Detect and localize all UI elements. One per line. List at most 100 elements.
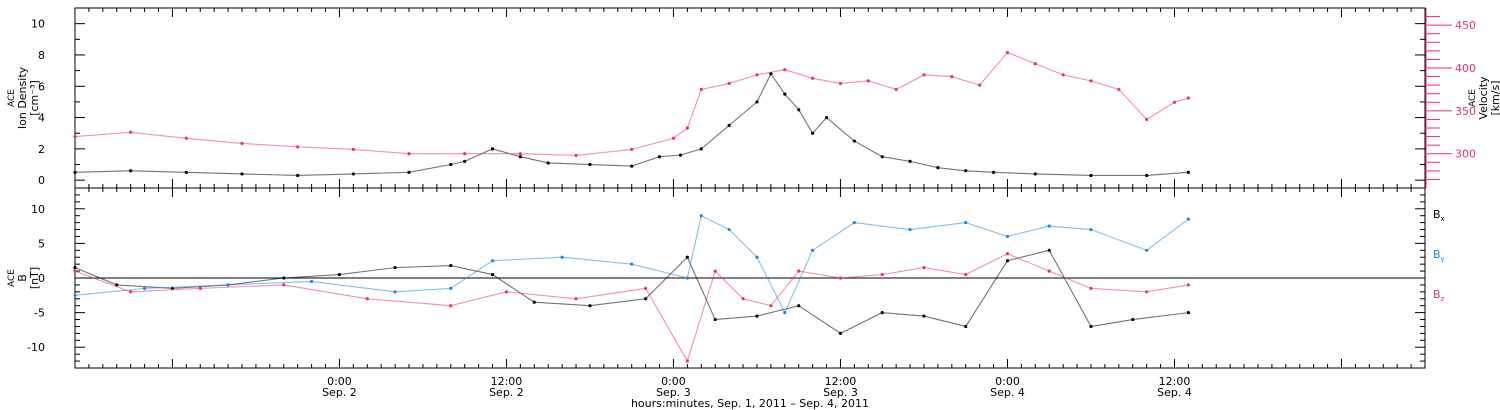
bx-point (282, 276, 286, 280)
by-point (1145, 248, 1149, 252)
chart-marks (73, 50, 1191, 363)
bx-point (1131, 317, 1135, 322)
density-point (1089, 173, 1093, 178)
y-tick-label-density: 8 (38, 49, 45, 62)
bz-point (1186, 283, 1191, 287)
bx-point (964, 324, 968, 329)
density-point (908, 159, 912, 163)
density-point (783, 92, 787, 96)
bx-point (644, 297, 648, 301)
density-axis-label-line: [cm⁻³] (28, 80, 41, 116)
density-point (991, 170, 996, 174)
by-point (393, 290, 397, 294)
by-point (309, 279, 314, 284)
legend-bz-main: B (1433, 288, 1441, 301)
bx-point (922, 314, 926, 318)
density-point (657, 155, 662, 159)
y-tick-label-bfield: 0 (38, 272, 45, 285)
velocity-point (184, 136, 188, 140)
density-point (449, 162, 453, 167)
bz-point (282, 283, 286, 287)
density-point (797, 108, 801, 112)
density-point (1145, 173, 1149, 178)
bz-point (1089, 286, 1093, 290)
bz-point (73, 269, 77, 273)
density-point (296, 173, 300, 178)
density-axis-label-line: Ion Density (16, 66, 29, 129)
x-tick-label-time: 0:00 (327, 375, 352, 388)
density-axis-label-line: ACE (7, 89, 17, 107)
density-point (699, 147, 703, 151)
density-trace (74, 72, 1189, 177)
legend-bx: Bx (1433, 208, 1445, 223)
axis-ticks (74, 7, 1452, 368)
velocity-point (463, 152, 467, 156)
velocity-point (1186, 96, 1191, 100)
velocity-point (630, 147, 634, 152)
density-point (880, 155, 884, 159)
by-point (449, 286, 453, 290)
bz-point (365, 297, 369, 301)
bx-point (838, 331, 843, 335)
x-tick-label-date: Sep. 3 (823, 386, 858, 399)
bx-point (797, 304, 801, 308)
x-tick-label-time: 0:00 (995, 375, 1020, 388)
velocity-trace (74, 51, 1189, 156)
density-point (678, 153, 683, 157)
axis-labels: hours:minutes, Sep. 1, 2011 – Sep. 4, 20… (7, 18, 1500, 410)
by-point (226, 283, 230, 287)
y-tick-label-bfield: 5 (38, 237, 45, 250)
by-point (1005, 234, 1010, 239)
bx-point (115, 283, 119, 287)
bz-point (449, 304, 453, 308)
velocity-axis-label-line: ACE (1468, 89, 1478, 107)
bx-point (1089, 324, 1093, 329)
density-point (755, 100, 759, 104)
density-point (1186, 170, 1191, 174)
legend-bz: Bz (1433, 288, 1445, 303)
bz-point (504, 290, 509, 294)
bx-point (337, 272, 342, 277)
bz-point (880, 272, 884, 277)
velocity-point (351, 147, 355, 152)
velocity-point (838, 81, 843, 86)
density-point (463, 159, 467, 163)
x-tick-label-date: Sep. 3 (656, 386, 691, 399)
velocity-point (1033, 62, 1037, 66)
legend-bz-sub: z (1441, 295, 1445, 303)
density-point (490, 147, 495, 151)
y-tick-label-velocity: 350 (1455, 105, 1476, 118)
x-tick-label-date: Sep. 4 (1157, 386, 1192, 399)
by-point (964, 221, 968, 225)
density-point (518, 155, 522, 159)
by-point (908, 227, 912, 232)
by-point (142, 286, 147, 290)
bx-point (490, 272, 495, 277)
density-point (852, 139, 856, 143)
y-tick-label-velocity: 400 (1455, 62, 1476, 75)
density-velocity-frame (74, 7, 1426, 189)
bx-point (1005, 259, 1010, 263)
x-tick-label-date: Sep. 2 (489, 386, 524, 399)
by-point (755, 255, 759, 259)
velocity-point (727, 81, 731, 86)
velocity-point (1061, 73, 1065, 77)
density-point (824, 115, 829, 120)
y-tick-label-density: 2 (38, 143, 45, 156)
bz-point (574, 297, 578, 301)
density-point (964, 169, 968, 173)
velocity-point (1117, 87, 1121, 92)
velocity-point (755, 73, 759, 77)
bz-point (741, 297, 745, 301)
by-point (1047, 224, 1051, 228)
bx-point (532, 300, 536, 304)
density-point (351, 172, 355, 176)
velocity-axis-label-line: [km/s] (1489, 80, 1500, 115)
bz-point (713, 269, 717, 273)
velocity-point (671, 136, 676, 140)
velocity-point (296, 145, 300, 149)
bz-point (1005, 252, 1010, 256)
by-point (73, 293, 77, 297)
density-point (811, 131, 815, 135)
